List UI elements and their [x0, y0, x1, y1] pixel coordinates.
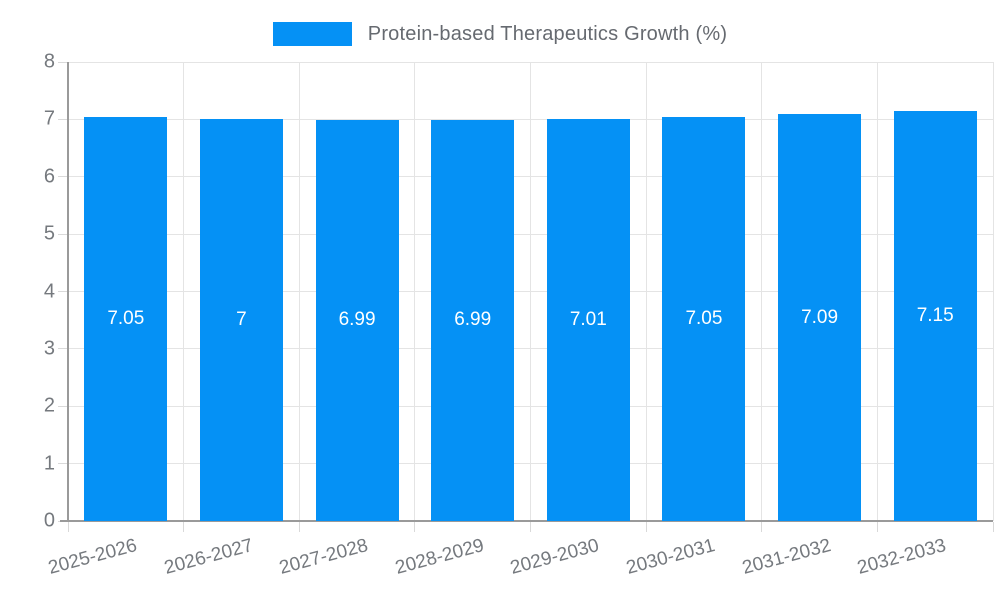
y-tick-label: 6: [43, 165, 55, 188]
bar-value-label: 7.15: [916, 304, 954, 326]
y-axis-tick: [58, 291, 67, 292]
y-tick-label: 1: [43, 452, 55, 475]
x-tick-label: 2029-2030: [508, 535, 602, 579]
x-axis-tick: [414, 522, 416, 532]
x-axis-tick: [876, 522, 878, 532]
bar: 6.99: [315, 119, 399, 521]
y-tick-label: 7: [43, 107, 55, 130]
bar-value-label: 6.99: [454, 309, 492, 331]
x-axis-line: [60, 520, 993, 522]
x-tick-label: 2027-2028: [277, 535, 371, 579]
bar-value-label: 6.99: [338, 309, 376, 331]
x-tick-label: 2026-2027: [161, 535, 255, 579]
x-tick-label: 2028-2029: [392, 535, 487, 579]
gridline-vertical: [992, 62, 994, 521]
x-axis-tick: [645, 522, 647, 532]
y-tick-label: 0: [43, 509, 55, 532]
bar: 7.05: [84, 116, 168, 521]
x-axis-tick: [67, 522, 69, 532]
plot-area: 0 1 2 3 4 5 6 7 8 7.05 7 6.99 6.99 7.01 7.05 7.09 7.15 20…: [44, 51, 994, 579]
x-tick-label: 2031-2032: [739, 535, 833, 579]
bar-value-label: 7.01: [569, 308, 607, 330]
gridline-vertical: [298, 62, 300, 521]
bar-value-label: 7: [236, 309, 247, 331]
bar-value-label: 7.05: [107, 307, 145, 329]
y-tick-label: 2: [43, 394, 55, 417]
x-axis-tick: [183, 522, 185, 532]
bar: 7.09: [778, 114, 862, 521]
chart-legend[interactable]: Protein-based Therapeutics Growth (%): [0, 20, 1000, 48]
y-axis-tick: [58, 405, 67, 407]
gridline-vertical: [645, 62, 647, 521]
gridline-vertical: [876, 62, 878, 521]
x-axis-tick: [298, 522, 300, 532]
bar: 7.01: [546, 118, 630, 521]
y-axis-tick: [58, 348, 67, 350]
gridline-vertical: [414, 62, 416, 521]
y-axis-tick: [58, 176, 67, 178]
x-axis-tick: [530, 522, 531, 532]
bar: 7.05: [662, 116, 746, 521]
y-tick-label: 3: [43, 337, 55, 360]
y-tick-label: 5: [43, 222, 55, 245]
x-tick-label: 2032-2033: [855, 535, 949, 579]
y-axis-tick: [58, 463, 67, 465]
gridline-vertical: [530, 62, 531, 521]
x-tick-label: 2025-2026: [46, 535, 140, 579]
y-axis-tick: [58, 233, 67, 235]
x-axis-tick: [761, 522, 763, 532]
gridline-vertical: [761, 62, 763, 521]
bar-value-label: 7.05: [685, 307, 723, 329]
y-tick-label: 8: [43, 50, 55, 73]
gridline-vertical: [183, 62, 185, 521]
y-axis-line: [67, 62, 69, 521]
bar: 7: [199, 119, 283, 521]
y-axis-tick: [58, 118, 67, 120]
legend-swatch[interactable]: [272, 22, 352, 46]
x-tick-label: 2030-2031: [624, 535, 718, 579]
x-axis-tick: [992, 522, 994, 532]
y-axis-tick: [58, 61, 67, 63]
bar: 7.15: [893, 110, 977, 521]
legend-label: Protein-based Therapeutics Growth (%): [367, 22, 728, 45]
bar-value-label: 7.09: [801, 306, 839, 328]
bar: 6.99: [431, 119, 515, 521]
y-tick-label: 4: [43, 280, 55, 302]
